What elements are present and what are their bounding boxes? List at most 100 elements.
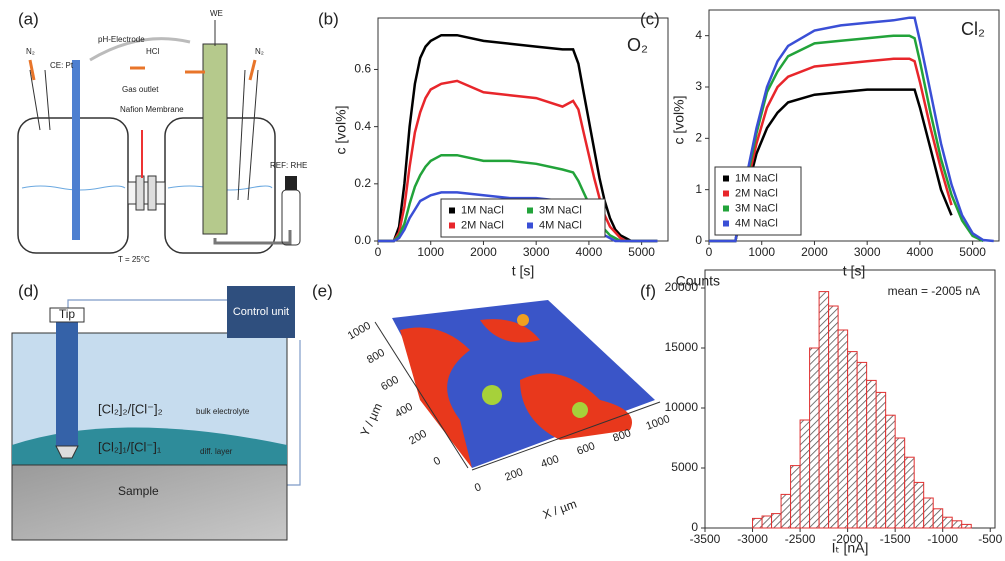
legend-marker [723, 190, 729, 197]
y-tick-label: 15000 [665, 340, 699, 354]
label: bulk electrolyte [196, 407, 250, 416]
histogram-bar [875, 391, 887, 529]
legend-label: 2M NaCl [735, 187, 778, 199]
annotation: Cl₂ [961, 19, 985, 39]
histogram-bar [961, 523, 972, 529]
label: pH-Electrode [98, 35, 145, 44]
x-tick-label: 1000 [644, 413, 671, 433]
label: WE [210, 9, 223, 18]
y-axis-label: Counts [676, 273, 720, 289]
annotation: mean = -2005 nA [888, 284, 980, 298]
x-axis-label: t [s] [843, 263, 866, 279]
histogram-bar [856, 361, 868, 529]
label: Nafion Membrane [120, 105, 184, 114]
histogram-bar [951, 520, 963, 529]
x-tick-label: 1000 [417, 245, 444, 259]
x-tick-label: -1500 [880, 532, 911, 546]
histogram-bar [866, 379, 877, 529]
panel-label: (c) [640, 9, 660, 28]
y-tick-label: 2 [695, 131, 702, 145]
x-axis-label: Iₜ [nA] [832, 540, 869, 556]
label: Gas outlet [122, 85, 159, 94]
legend-marker [723, 205, 729, 212]
y-tick-label: 800 [365, 347, 387, 367]
series-line [378, 33, 658, 243]
histogram-bar [828, 305, 839, 529]
y-tick-label: 10000 [665, 400, 699, 414]
x-tick-label: 0 [706, 245, 713, 259]
panel-a: (a) pH-Electrode HCl WE N₂ N₂ CE: Pt Gas… [17, 9, 307, 264]
legend-label: 1M NaCl [461, 204, 504, 216]
x-tick-label: -3000 [737, 532, 768, 546]
histogram-bar [799, 419, 811, 529]
x-tick-label: -500 [978, 532, 1002, 546]
y-tick-label: 1 [695, 182, 702, 196]
y-tick-label: 0 [432, 455, 443, 468]
legend-marker [723, 220, 729, 227]
axis-label: X / µm [541, 497, 579, 522]
legend-marker [527, 222, 533, 229]
legend-label: 2M NaCl [461, 219, 504, 231]
legend-label: 4M NaCl [539, 219, 582, 231]
panel-label: (d) [18, 281, 39, 300]
x-tick-label: 1000 [748, 245, 775, 259]
plot-frame [708, 9, 1000, 242]
panel-label: (f) [640, 281, 656, 300]
label: CE: Pt [50, 61, 74, 70]
histogram-bar [904, 456, 915, 529]
series-line [378, 153, 658, 243]
histogram-bar [923, 497, 934, 529]
x-tick-label: -3500 [690, 532, 721, 546]
x-tick-label: 200 [503, 466, 524, 484]
panel-label: (b) [318, 9, 339, 28]
x-tick-label: 4000 [576, 245, 603, 259]
legend-marker [449, 222, 455, 229]
legend-marker [723, 175, 729, 182]
histogram-bar [761, 515, 773, 529]
y-tick-label: 0.0 [354, 233, 371, 247]
histogram-bar [847, 351, 858, 529]
y-tick-label: 5000 [671, 460, 698, 474]
x-axis-label: t [s] [512, 263, 535, 279]
label: diff. layer [200, 447, 233, 456]
x-tick-label: 400 [539, 453, 560, 471]
x-tick-label: 3000 [523, 245, 550, 259]
histogram-bar [932, 508, 944, 529]
label: HCl [146, 47, 160, 56]
y-tick-label: 0.2 [354, 176, 371, 190]
x-tick-label: 0 [473, 481, 483, 494]
y-tick-label: 200 [407, 428, 429, 448]
y-axis-label: c [vol%] [333, 105, 349, 154]
label: Control unit [233, 306, 289, 318]
plot-frame [377, 17, 669, 242]
legend-box [714, 166, 802, 236]
legend-marker [527, 207, 533, 214]
y-axis-label: c [vol%] [671, 95, 687, 144]
x-tick-label: -2000 [832, 532, 863, 546]
panel-e: (e) [312, 281, 661, 471]
x-tick-label: 2000 [801, 245, 828, 259]
x-tick-label: 600 [575, 440, 596, 458]
histogram-bar [894, 437, 906, 529]
x-tick-label: -2500 [785, 532, 816, 546]
series-line [709, 16, 994, 243]
y-tick-label: 0 [695, 233, 702, 247]
y-tick-label: 0 [691, 520, 698, 534]
y-tick-label: 1000 [346, 320, 373, 343]
x-tick-label: -1000 [927, 532, 958, 546]
y-tick-label: 0.4 [354, 119, 371, 133]
axis-label: Y / µm [358, 401, 385, 438]
panel-d: (d) Control unit Tip [Cl₂]₂/[Cl⁻]₂ bulk … [11, 281, 301, 541]
x-tick-label: 5000 [628, 245, 655, 259]
x-tick-label: 3000 [854, 245, 881, 259]
histogram-bar [913, 481, 925, 529]
legend-label: 3M NaCl [539, 204, 582, 216]
panel-label: (a) [18, 9, 39, 28]
label: N₂ [255, 47, 264, 56]
x-tick-label: 4000 [907, 245, 934, 259]
annotation: O₂ [627, 35, 648, 55]
x-tick-label: 2000 [470, 245, 497, 259]
label: [Cl₂]₁/[Cl⁻]₁ [98, 439, 162, 454]
histogram-bar [809, 347, 820, 529]
label: Tip [59, 307, 76, 321]
